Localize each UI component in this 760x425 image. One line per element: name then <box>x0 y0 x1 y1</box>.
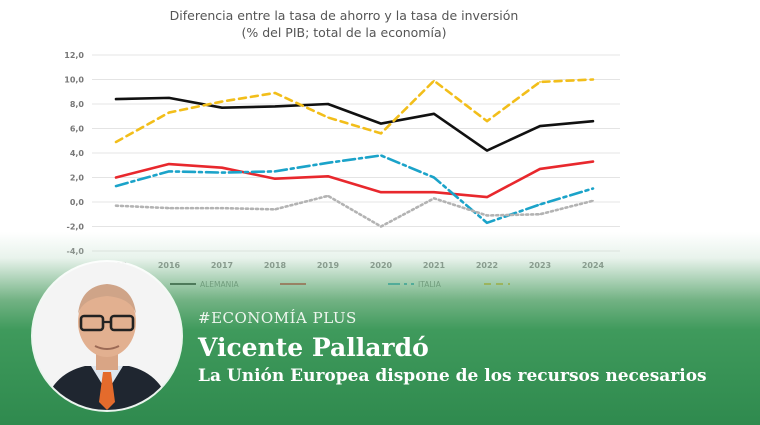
series-point <box>168 170 170 173</box>
series-point <box>115 204 117 207</box>
series-point <box>115 141 117 143</box>
series-point <box>274 208 276 211</box>
y-tick-label: -4,0 <box>67 247 85 256</box>
series-point <box>221 166 223 169</box>
series-point <box>274 177 276 180</box>
series-point <box>433 197 435 200</box>
series-point <box>380 225 382 228</box>
series-point <box>592 199 594 202</box>
chart-grid <box>92 54 620 252</box>
series-point <box>327 194 329 197</box>
series-point <box>115 98 117 100</box>
series-point <box>168 111 170 114</box>
x-tick-label: 2022 <box>476 261 498 270</box>
series-point <box>168 163 170 165</box>
y-tick-label: 2,0 <box>70 174 85 183</box>
series-point <box>380 122 382 125</box>
chart-title: Diferencia entre la tasa de ahorro y la … <box>170 8 519 23</box>
series-point <box>539 81 541 83</box>
article-headline[interactable]: La Unión Europea dispone de los recursos… <box>198 366 707 386</box>
series-point <box>539 213 541 216</box>
series-point <box>168 207 170 210</box>
legend-entry: ALEMANIA <box>200 280 239 289</box>
x-tick-label: 2016 <box>158 261 181 270</box>
series-point <box>539 168 541 170</box>
legend-entry: ITALIA <box>418 280 442 289</box>
x-axis: 2015201620172018201920202021202220232024 <box>105 261 605 270</box>
y-tick-label: 8,0 <box>70 100 85 109</box>
chart-subtitle: (% del PIB; total de la economía) <box>241 25 446 40</box>
y-tick-label: -2,0 <box>67 223 85 232</box>
series-point <box>274 170 276 173</box>
series-point <box>380 132 382 135</box>
series-point <box>221 171 223 174</box>
series-point <box>592 120 594 123</box>
chart-legend: ALEMANIA ITALIA <box>170 280 510 289</box>
y-tick-label: 12,0 <box>64 51 84 60</box>
series-point <box>168 96 170 99</box>
x-tick-label: 2017 <box>211 261 233 270</box>
x-tick-label: 2019 <box>317 261 340 270</box>
author-portrait-icon <box>33 262 181 410</box>
series-point <box>486 214 488 217</box>
series-point <box>115 185 117 187</box>
series-point <box>327 161 329 164</box>
series-point <box>486 196 488 199</box>
series-point <box>592 187 594 190</box>
series-point <box>433 79 435 82</box>
series-point <box>380 154 382 157</box>
series-point <box>486 221 488 224</box>
y-tick-label: 0,0 <box>70 198 85 207</box>
series-point <box>221 207 223 210</box>
series-point <box>274 92 276 94</box>
series-point <box>433 112 435 115</box>
author-avatar <box>33 262 181 410</box>
series-point <box>327 175 329 178</box>
series-point <box>433 191 435 194</box>
series-point <box>486 120 488 123</box>
x-tick-label: 2020 <box>370 261 393 270</box>
section-tag[interactable]: #ECONOMÍA PLUS <box>198 309 357 327</box>
series-line-3 <box>114 78 595 144</box>
series-point <box>539 203 541 206</box>
series-point <box>327 103 329 105</box>
series-point <box>486 149 488 152</box>
x-tick-label: 2018 <box>264 261 287 270</box>
series-point <box>592 78 594 81</box>
x-tick-label: 2021 <box>423 261 446 270</box>
series-point <box>433 176 435 179</box>
y-tick-label: 4,0 <box>70 149 85 158</box>
author-name[interactable]: Vicente Pallardó <box>198 333 429 362</box>
series-line-1 <box>114 160 595 199</box>
series-point <box>539 125 541 127</box>
y-tick-label: 10,0 <box>64 76 84 85</box>
series-point <box>115 176 117 179</box>
series-point <box>221 100 223 103</box>
series-point <box>380 191 382 194</box>
series-point <box>274 105 276 108</box>
x-tick-label: 2023 <box>529 261 551 270</box>
x-tick-label: 2024 <box>582 261 605 270</box>
series-point <box>327 116 329 119</box>
series-point <box>221 106 223 109</box>
y-axis: 12,0 10,0 8,0 6,0 4,0 2,0 0,0 -2,0 -4,0 <box>64 51 84 256</box>
series-point <box>592 160 594 163</box>
y-tick-label: 6,0 <box>70 125 85 134</box>
